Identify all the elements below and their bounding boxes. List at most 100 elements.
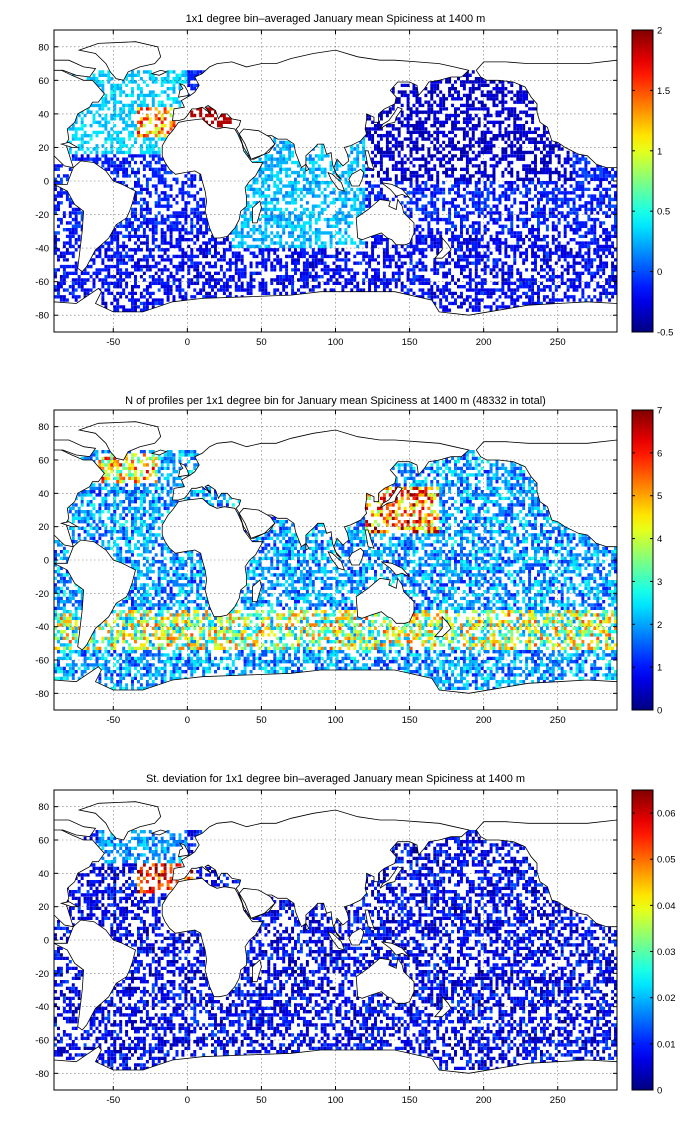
y-tick-label: 60 [38,76,49,87]
coast-antarctica [54,666,617,710]
colorbar-tick-label: 0.04 [657,901,676,912]
data-bin-group [54,830,617,1071]
colorbar-tick-label: 0 [657,706,662,717]
x-tick-label: -50 [106,715,120,726]
data-bin-group [240,140,366,249]
y-tick-label: -80 [35,311,49,322]
x-tick-label: 150 [402,715,418,726]
data-bin-group [137,110,176,138]
y-tick-label: 40 [38,869,49,880]
coast-new-guinea [381,182,410,199]
coast-africa [161,497,264,618]
coast-cuba [59,521,80,528]
colorbar-frame [631,409,654,711]
colorbar: 0 1 2 3 4 5 6 7 [631,406,662,717]
coast-cuba [59,141,80,148]
data-bin-group [139,866,179,894]
coast-sri-lanka [305,162,310,172]
x-tick-label: 0 [185,715,190,726]
data-bin-group [139,113,167,138]
y-tick-label: 40 [38,109,49,120]
y-tick-label: -80 [35,689,49,700]
coast-uk [177,82,190,98]
map-title: N of profiles per 1x1 degree bin for Jan… [125,395,546,407]
coast-uk [177,462,190,478]
y-tick-label: 20 [38,902,49,913]
x-tick-label: 150 [402,337,418,348]
x-tick-label: 0 [185,337,190,348]
colorbar-gradient [632,30,653,332]
colorbar-frame [631,789,654,1091]
y-tick-label: -80 [35,1069,49,1080]
coast-uk [177,842,190,858]
colorbar-tick-label: 3 [657,577,662,588]
y-tick-label: 60 [38,456,49,467]
y-tick-label: 0 [44,936,49,947]
colorbar-tick-label: 1 [657,663,662,674]
y-tick-label: -40 [35,1002,49,1013]
coast-greenland [77,421,162,461]
colorbar-tick-label: 5 [657,491,662,502]
coast-sri-lanka [305,921,310,931]
coast-philippines [364,909,375,929]
colorbar-tick-label: 0 [657,1086,662,1097]
coast-sumatra [327,550,346,571]
data-bin-group [365,486,440,534]
coast-africa [161,118,264,239]
colorbar-tick-label: 0.05 [657,855,676,866]
colorbar-tick-label: -0.5 [657,328,673,339]
coast-sri-lanka [305,541,310,551]
y-tick-label: 80 [38,422,49,433]
data-cells [54,790,617,1090]
map-panel-2: N of profiles per 1x1 degree bin for Jan… [35,395,662,726]
coast-iceland [150,829,168,836]
x-tick-label: 100 [328,1095,344,1106]
y-tick-label: -20 [35,969,49,980]
x-tick-label: 200 [476,1095,492,1106]
y-tick-label: -20 [35,589,49,600]
y-tick-label: 0 [44,177,49,188]
y-tick-label: -60 [35,1036,49,1047]
colorbar-tick-label: 0.02 [657,993,676,1004]
y-tick-label: -40 [35,244,49,255]
x-tick-label: 200 [476,715,492,726]
x-tick-label: 50 [256,715,267,726]
colorbar-gradient [632,790,653,1090]
coast-philippines [364,529,375,549]
coast-japan [379,866,403,889]
coast-cuba [59,901,80,908]
y-tick-label: 20 [38,522,49,533]
coast-arabia-fill [238,128,276,160]
data-bin-group [137,863,173,894]
map-panel-1: 1x1 degree bin–averaged January mean Spi… [35,13,673,348]
y-tick-label: 0 [44,556,49,567]
x-tick-label: 50 [256,1095,267,1106]
coast-greenland [77,801,162,841]
x-tick-label: 150 [402,1095,418,1106]
coast-australia [355,577,415,624]
data-bin-group [137,107,158,138]
y-tick-label: -40 [35,622,49,633]
data-cells [54,410,617,710]
x-tick-label: 250 [550,1095,566,1106]
data-bin-group [137,107,176,138]
coast-borneo [348,927,365,946]
colorbar-tick-label: 2 [657,26,662,37]
coast-south-america [54,160,136,273]
map-title: St. deviation for 1x1 degree bin–average… [146,773,525,785]
y-tick-label: -20 [35,210,49,221]
coast-philippines [364,150,375,170]
y-tick-label: -60 [35,277,49,288]
coast-greenland [77,41,162,81]
x-tick-label: -50 [106,337,120,348]
coast-australia [355,957,415,1004]
data-bin-group [190,107,232,128]
data-bin-group [98,830,188,864]
data-cells [54,30,617,332]
coast-arabia-fill [238,887,276,919]
colorbar-gradient [632,410,653,710]
colorbar-tick-label: 1.5 [657,86,670,97]
y-tick-label: 80 [38,42,49,53]
x-tick-label: 250 [550,715,566,726]
